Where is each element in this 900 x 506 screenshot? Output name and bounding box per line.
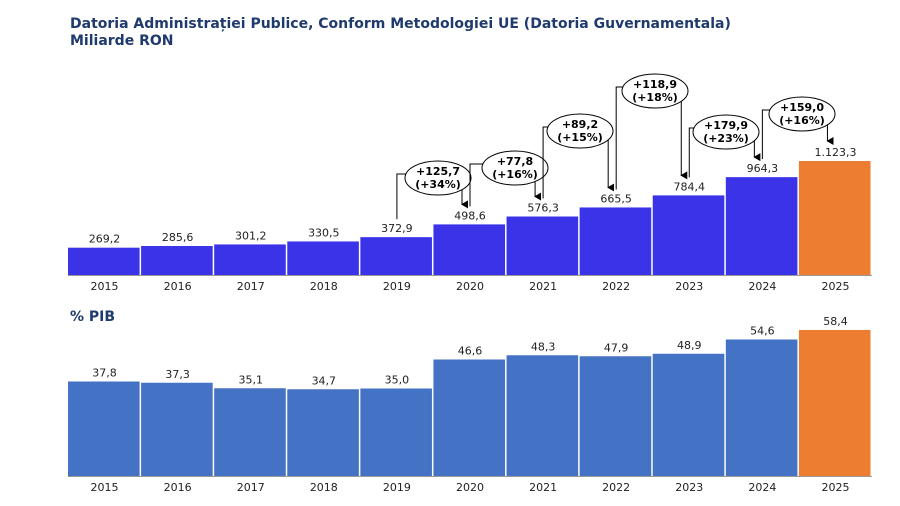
debt-category-label-2018: 2018 bbox=[310, 280, 338, 293]
pib-bar-2022 bbox=[579, 356, 652, 476]
pib-value-label-2017: 35,1 bbox=[238, 373, 263, 386]
change-annotation-2023-2024: +179,9(+23%) bbox=[688, 114, 761, 178]
pib-value-label-2018: 34,7 bbox=[312, 374, 337, 387]
pib-category-label-2021: 2021 bbox=[529, 481, 557, 494]
annotation-text: (+18%) bbox=[632, 91, 678, 104]
pib-bar-2020 bbox=[433, 359, 506, 476]
debt-value-label-2025: 1.123,3 bbox=[814, 146, 856, 159]
pib-category-label-2018: 2018 bbox=[310, 481, 338, 494]
pib-value-label-2022: 47,9 bbox=[604, 341, 629, 354]
chart-title-block: Datoria Administrației Publice, Conform … bbox=[70, 16, 731, 50]
annotation-callout bbox=[404, 160, 472, 196]
chart-title: Datoria Administrației Publice, Conform … bbox=[70, 16, 731, 32]
pib-bar-2023 bbox=[652, 353, 725, 476]
pib-value-label-2021: 48,3 bbox=[531, 340, 556, 353]
debt-value-label-2017: 301,2 bbox=[235, 229, 267, 242]
pib-value-label-2025: 58,4 bbox=[823, 315, 848, 328]
debt-bar-2019 bbox=[360, 237, 432, 275]
pib-category-label-2016: 2016 bbox=[164, 481, 192, 494]
pib-bar-2018 bbox=[287, 389, 359, 476]
pib-value-label-2016: 37,3 bbox=[165, 368, 190, 381]
debt-bar-2016 bbox=[141, 246, 213, 275]
change-annotation-2020-2021: +77,8(+16%) bbox=[469, 150, 549, 207]
debt-category-label-2025: 2025 bbox=[821, 280, 849, 293]
debt-bar-2023 bbox=[652, 195, 725, 275]
debt-value-label-2019: 372,9 bbox=[381, 222, 413, 235]
pib-category-label-2017: 2017 bbox=[237, 481, 265, 494]
annotation-text: +89,2 bbox=[562, 118, 598, 131]
pib-category-label-2022: 2022 bbox=[602, 481, 630, 494]
debt-bar-2021 bbox=[506, 216, 579, 275]
pib-bar-2019 bbox=[360, 388, 432, 476]
debt-category-label-2023: 2023 bbox=[675, 280, 703, 293]
debt-category-label-2020: 2020 bbox=[456, 280, 484, 293]
annotation-text: (+15%) bbox=[557, 131, 603, 144]
pib-category-label-2015: 2015 bbox=[91, 481, 119, 494]
debt-category-label-2022: 2022 bbox=[602, 280, 630, 293]
debt-value-label-2024: 964,3 bbox=[747, 162, 779, 175]
pib-bar-2025 bbox=[798, 330, 871, 476]
change-annotation-2024-2025: +159,0(+16%) bbox=[761, 96, 836, 160]
pib-bar-2024 bbox=[725, 339, 798, 476]
annotation-callout bbox=[692, 114, 760, 150]
debt-category-label-2024: 2024 bbox=[748, 280, 776, 293]
annotation-text: +77,8 bbox=[497, 155, 533, 168]
chart-subtitle: Miliarde RON bbox=[70, 33, 174, 49]
pib-bar-2017 bbox=[214, 388, 286, 476]
debt-bar-2022 bbox=[579, 207, 652, 275]
change-annotation-2021-2022: +89,2(+15%) bbox=[542, 113, 615, 199]
change-annotation-2022-2023: +118,9(+18%) bbox=[615, 73, 689, 190]
debt-bar-2025 bbox=[798, 161, 871, 275]
debt-value-label-2023: 784,4 bbox=[674, 180, 706, 193]
debt-bar-chart: 269,2 2015 285,6 2016 301,2 2017 330,5 2018 372,… bbox=[68, 73, 872, 293]
debt-bar-2015 bbox=[68, 247, 140, 275]
debt-value-label-2022: 665,5 bbox=[600, 192, 632, 205]
pib-chart-title: % PIB bbox=[70, 309, 116, 325]
debt-value-label-2021: 576,3 bbox=[527, 202, 559, 215]
debt-value-label-2015: 269,2 bbox=[89, 233, 121, 246]
pib-value-label-2020: 46,6 bbox=[458, 345, 483, 358]
annotation-callout bbox=[768, 96, 836, 132]
pib-category-label-2019: 2019 bbox=[383, 481, 411, 494]
debt-category-label-2019: 2019 bbox=[383, 280, 411, 293]
pib-bar-2021 bbox=[506, 355, 579, 476]
debt-bar-2024 bbox=[725, 177, 798, 275]
pib-bar-2016 bbox=[141, 382, 213, 476]
debt-value-label-2020: 498,6 bbox=[454, 209, 486, 222]
pib-value-label-2015: 37,8 bbox=[92, 367, 117, 380]
pib-category-label-2023: 2023 bbox=[675, 481, 703, 494]
annotation-text: +159,0 bbox=[780, 101, 824, 114]
annotation-callout bbox=[621, 73, 689, 109]
debt-category-label-2015: 2015 bbox=[91, 280, 119, 293]
annotation-text: (+34%) bbox=[415, 178, 461, 191]
annotation-text: (+16%) bbox=[492, 168, 538, 181]
annotation-text: +125,7 bbox=[416, 165, 460, 178]
pib-value-label-2023: 48,9 bbox=[677, 339, 702, 352]
annotation-text: (+23%) bbox=[703, 132, 749, 145]
debt-value-label-2018: 330,5 bbox=[308, 226, 340, 239]
debt-category-label-2016: 2016 bbox=[164, 280, 192, 293]
pib-category-label-2025: 2025 bbox=[821, 481, 849, 494]
change-annotation-2019-2020: +125,7(+34%) bbox=[396, 160, 472, 220]
debt-category-label-2017: 2017 bbox=[237, 280, 265, 293]
debt-bar-2017 bbox=[214, 244, 286, 275]
pib-category-label-2024: 2024 bbox=[748, 481, 776, 494]
annotation-text: +118,9 bbox=[633, 78, 677, 91]
pib-value-label-2024: 54,6 bbox=[750, 325, 775, 338]
debt-bar-2018 bbox=[287, 241, 359, 275]
pib-bar-2015 bbox=[68, 381, 140, 476]
pib-bar-chart: 37,8 2015 37,3 2016 35,1 2017 34,7 2018 35,0 2019… bbox=[68, 315, 872, 494]
annotation-text: (+16%) bbox=[779, 114, 825, 127]
annotation-callout bbox=[546, 113, 614, 149]
debt-category-label-2021: 2021 bbox=[529, 280, 557, 293]
debt-bar-2020 bbox=[433, 224, 506, 275]
pib-category-label-2020: 2020 bbox=[456, 481, 484, 494]
annotation-text: +179,9 bbox=[704, 119, 748, 132]
debt-value-label-2016: 285,6 bbox=[162, 231, 194, 244]
pib-value-label-2019: 35,0 bbox=[385, 374, 410, 387]
annotation-callout bbox=[481, 150, 549, 186]
